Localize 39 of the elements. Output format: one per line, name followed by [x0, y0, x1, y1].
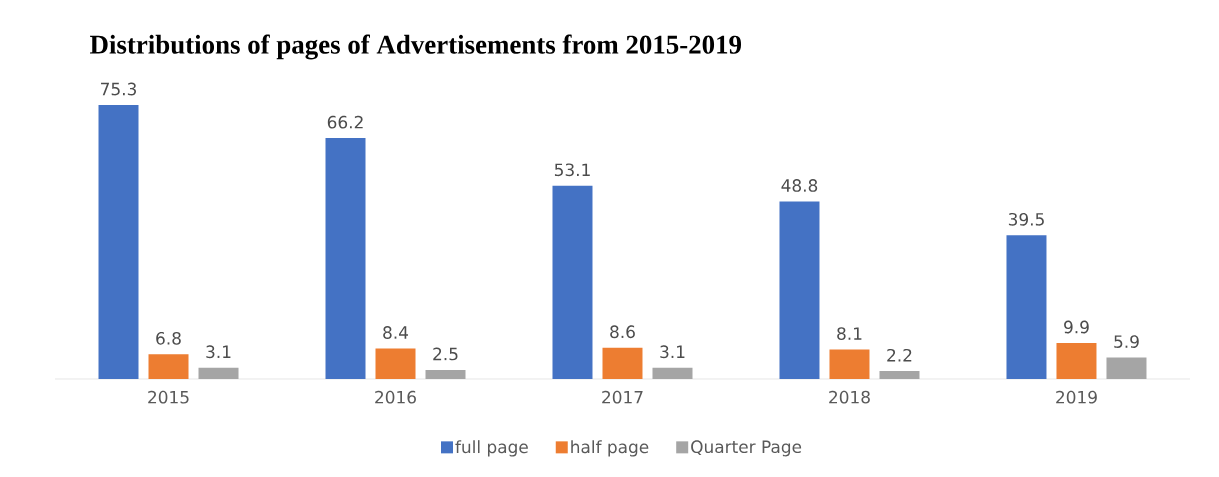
data-label: 3.1	[660, 345, 685, 359]
bar	[198, 367, 239, 379]
data-label: 2.2	[887, 348, 912, 362]
x-tick-label: 2018	[829, 390, 870, 404]
bar	[552, 185, 593, 379]
bar	[1106, 357, 1147, 379]
data-label: 48.8	[781, 179, 818, 192]
data-label: 66.2	[327, 115, 363, 129]
data-label: 39.5	[1008, 212, 1044, 226]
data-label: 3.1	[206, 345, 231, 359]
data-label: 8.4	[383, 326, 409, 339]
bar	[375, 348, 416, 379]
bar	[1056, 342, 1097, 379]
data-label: 8.6	[610, 325, 635, 339]
x-tick-label: 2016	[375, 390, 416, 404]
data-label: 8.1	[837, 327, 862, 340]
bar	[879, 370, 920, 379]
bar	[779, 201, 820, 379]
x-tick-label: 2019	[1056, 390, 1097, 404]
legend-label: half page	[571, 440, 649, 457]
bar	[425, 369, 466, 379]
x-tick-label: 2017	[602, 390, 643, 404]
legend-label: full page	[455, 440, 528, 457]
bar	[602, 347, 643, 379]
x-tick-label: 2015	[148, 390, 189, 404]
data-label: 2.5	[433, 347, 458, 361]
legend-label: Quarter Page	[691, 440, 802, 457]
data-label: 75.3	[101, 82, 136, 96]
data-label: 6.8	[156, 331, 181, 345]
bar	[325, 138, 366, 379]
chart-title: Distributions of pages of Advertisements from 2015-2019	[90, 34, 742, 60]
bar	[148, 354, 189, 379]
bar	[652, 367, 693, 379]
bar	[1006, 235, 1047, 379]
data-label: 53.1	[554, 163, 590, 177]
data-label: 9.9	[1064, 320, 1089, 334]
bar	[98, 104, 139, 379]
data-label: 5.9	[1114, 335, 1139, 348]
bar	[829, 349, 870, 379]
